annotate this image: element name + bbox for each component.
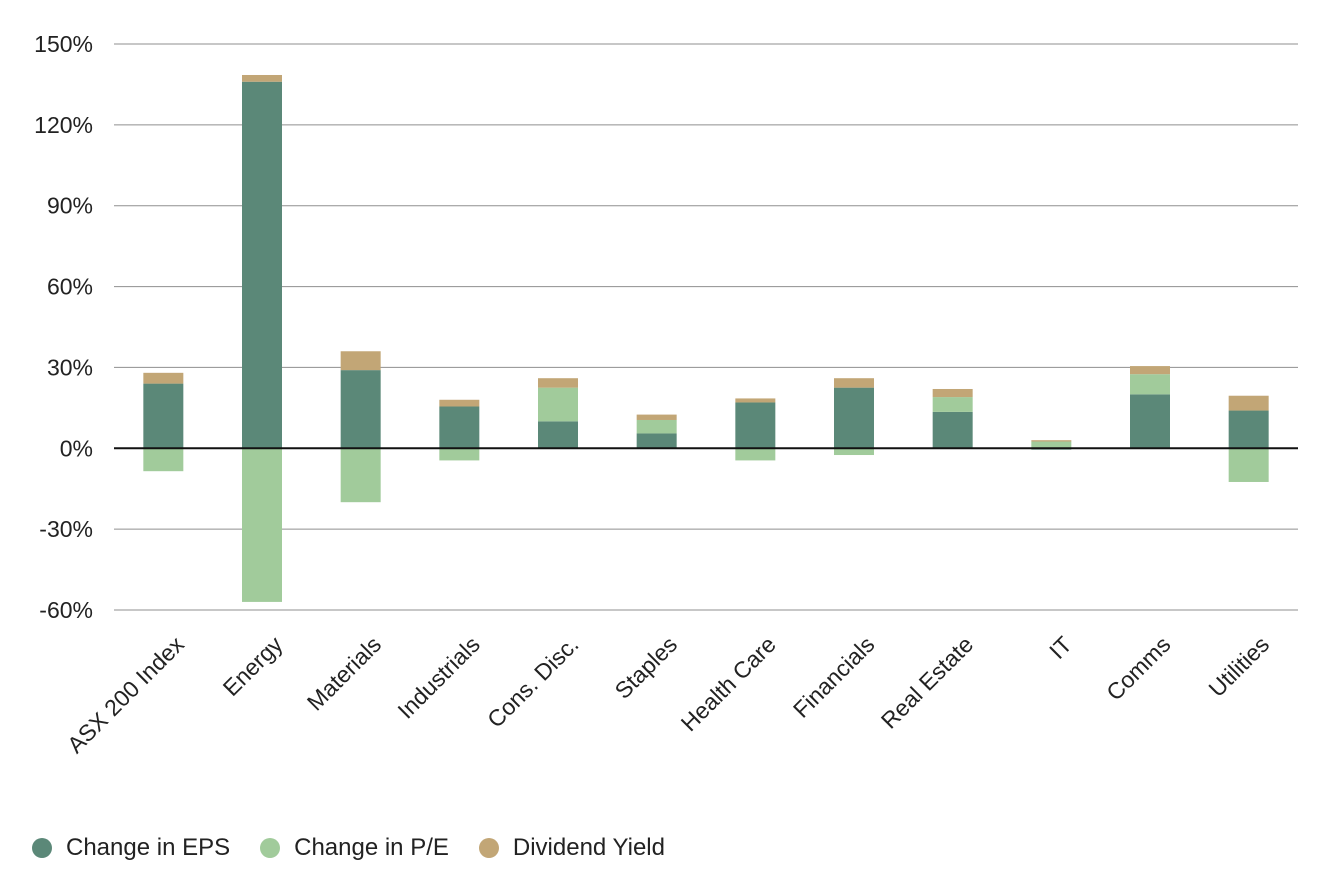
x-category-label: Cons. Disc. [482,631,584,733]
x-category-label: ASX 200 Index [62,631,189,758]
bar-segment-pe [735,448,776,461]
bar-segment-eps [834,387,874,449]
bar-segment-dividend [242,74,282,82]
x-category-label: Health Care [676,631,781,736]
bar-segment-pe [1031,441,1072,449]
bar-segment-dividend [636,414,677,420]
bar-segment-pe [439,448,480,461]
legend-swatch-eps [32,838,52,858]
legend-item-pe: Change in P/E [260,834,449,862]
bar-segment-pe [538,387,578,422]
bar-segment-dividend [735,398,776,403]
y-tick-label: -60% [39,597,93,623]
bar-segment-eps [735,402,776,449]
bar-segment-eps [932,411,973,449]
bar-segment-dividend [834,378,874,388]
legend: Change in EPS Change in P/E Dividend Yie… [32,834,695,862]
x-category-label: Financials [788,631,880,723]
bar-segment-dividend [932,388,973,398]
y-tick-label: -30% [39,516,93,542]
x-axis-category-labels: ASX 200 Index Energy Materials IndustrialsC… [62,631,1274,758]
bar-segment-eps [1228,410,1269,449]
bar-segment-pe [242,448,282,602]
x-category-label: Staples [610,631,683,704]
x-category-label: Utilities [1203,631,1274,702]
bar-segment-eps [143,383,184,449]
bar-segment-eps [538,421,578,449]
bar-segment-pe [1228,448,1269,482]
bar-segment-eps [1130,394,1170,449]
legend-swatch-dividend [478,838,499,858]
y-tick-label: 90% [47,193,93,219]
bars [143,74,1269,602]
bar-segment-dividend [1031,440,1072,442]
bar-segment-eps [636,433,677,449]
bar-segment-eps [439,406,480,449]
bar-segment-pe [932,397,973,412]
x-category-label: Materials [302,631,386,715]
legend-label-pe: Change in P/E [294,834,449,861]
bar-segment-dividend [1228,395,1269,411]
bar-segment-dividend [143,372,184,384]
bar-segment-pe [143,448,184,472]
gridlines [114,43,1298,611]
bar-segment-dividend [340,351,381,371]
stacked-bar-chart: 150% 120% 90% 60% 30% 0% -30% -60% ASX 200 Inde… [34,31,1298,758]
x-category-label: Industrials [392,631,485,724]
x-category-label: IT [1044,631,1077,664]
legend-label-eps: Change in EPS [66,834,231,861]
bar-segment-dividend [439,399,480,407]
y-tick-label: 120% [34,112,93,138]
bar-segment-pe [340,448,381,503]
y-axis-tick-labels: 150% 120% 90% 60% 30% 0% -30% -60% [34,31,93,623]
bar-segment-eps [340,370,381,449]
y-tick-label: 0% [60,435,93,461]
x-category-label: Real Estate [876,631,978,733]
x-category-label: Comms [1101,631,1175,705]
legend-item-eps: Change in EPS [32,834,230,862]
x-category-label: Energy [218,631,288,701]
bar-segment-pe [636,419,677,434]
bar-segment-pe [834,448,874,456]
y-tick-label: 30% [47,354,93,380]
bar-segment-eps [242,81,282,449]
legend-item-dividend: Dividend Yield [478,834,665,862]
bar-segment-pe [1130,374,1170,395]
legend-label-dividend: Dividend Yield [512,834,665,861]
legend-swatch-pe [260,838,281,858]
y-tick-label: 60% [47,274,93,300]
y-tick-label: 150% [34,31,93,57]
bar-segment-dividend [1130,366,1170,375]
bar-segment-dividend [538,378,578,388]
